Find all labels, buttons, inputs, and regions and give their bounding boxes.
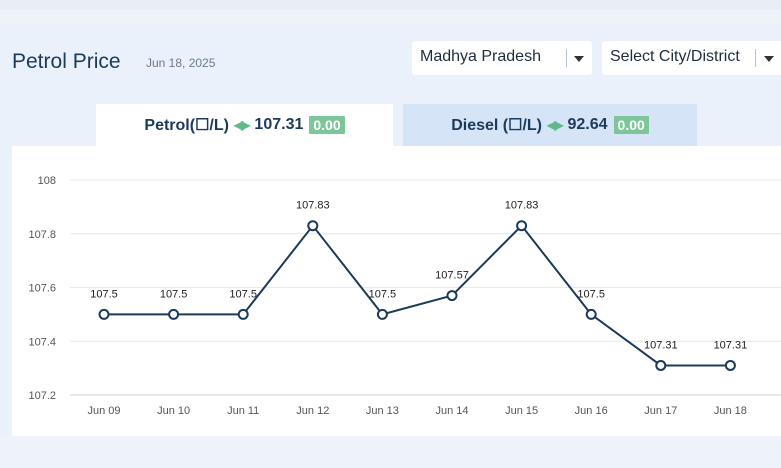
x-tick-label: Jun 15 (505, 405, 538, 417)
data-label: 107.5 (229, 288, 257, 300)
chart-data-labels: 107.5 107.5 107.5 107.83 107.5 107.57 107.83 10… (90, 200, 747, 352)
y-tick-label: 107.2 (28, 390, 56, 402)
x-tick-label: Jun 17 (644, 405, 677, 417)
state-select-value: Madhya Pradesh (420, 48, 541, 65)
chart-points (98, 220, 736, 371)
data-point[interactable] (655, 359, 667, 371)
x-tick-label: Jun 16 (575, 405, 608, 417)
city-select[interactable]: Select City/District (602, 41, 781, 75)
data-label: 107.83 (296, 200, 330, 212)
data-label: 107.5 (577, 288, 605, 300)
x-tick-label: Jun 14 (435, 405, 468, 417)
top-strip (0, 0, 781, 10)
y-tick-label: 108 (38, 175, 56, 187)
x-tick-label: Jun 11 (227, 405, 259, 417)
tab-petrol-label: Petrol(☐/L) (144, 117, 229, 134)
data-point[interactable] (585, 308, 597, 320)
data-label: 107.5 (90, 288, 118, 300)
y-tick-label: 107.6 (28, 283, 56, 295)
tab-diesel[interactable]: Diesel (☐/L) ◀▶ 92.64 0.00 (403, 104, 697, 146)
data-point[interactable] (376, 308, 388, 320)
data-label: 107.57 (435, 270, 469, 282)
tab-diesel-price: 92.64 (567, 116, 608, 133)
price-chart: 107.2 107.4 107.6 107.8 108 Jun 09 Jun 10 Jun … (12, 146, 781, 436)
tab-diesel-label: Diesel (☐/L) (451, 117, 543, 134)
data-label: 107.31 (714, 339, 748, 351)
city-select-value: Select City/District (610, 48, 740, 65)
y-tick-label: 107.4 (28, 336, 56, 348)
data-point[interactable] (307, 220, 319, 232)
data-point[interactable] (724, 359, 736, 371)
chevron-down-icon (574, 56, 584, 62)
chart-x-axis: Jun 09 Jun 10 Jun 11 Jun 12 Jun 13 Jun 14 Jun … (87, 405, 746, 417)
data-label: 107.83 (505, 200, 539, 212)
x-tick-label: Jun 10 (157, 405, 190, 417)
chart-grid (70, 179, 781, 396)
tab-petrol-change-badge: 0.00 (309, 116, 345, 134)
data-point[interactable] (237, 308, 249, 320)
state-select[interactable]: Madhya Pradesh (412, 41, 592, 75)
y-tick-label: 107.8 (28, 229, 56, 241)
data-label: 107.31 (644, 339, 678, 351)
x-tick-label: Jun 09 (87, 405, 120, 417)
tab-petrol-price: 107.31 (254, 116, 304, 133)
x-tick-label: Jun 12 (296, 405, 329, 417)
data-point[interactable] (98, 308, 110, 320)
page-title: Petrol Price (12, 50, 121, 73)
chart-y-axis: 107.2 107.4 107.6 107.8 108 (28, 175, 56, 402)
tab-petrol[interactable]: Petrol(☐/L) ◀▶ 107.31 0.00 (96, 104, 393, 146)
data-label: 107.5 (160, 288, 188, 300)
data-point[interactable] (446, 290, 458, 302)
price-date: Jun 18, 2025 (146, 56, 216, 70)
city-select-separator (755, 49, 756, 67)
data-point[interactable] (516, 220, 528, 232)
data-label: 107.5 (369, 288, 397, 300)
left-right-arrows-icon: ◀▶ (233, 118, 251, 132)
tab-diesel-change-badge: 0.00 (613, 116, 649, 134)
left-right-arrows-icon: ◀▶ (547, 118, 564, 132)
x-tick-label: Jun 18 (714, 405, 747, 417)
chevron-down-icon (764, 56, 774, 62)
x-tick-label: Jun 13 (366, 405, 399, 417)
series-line (104, 224, 731, 367)
state-select-separator (566, 49, 567, 67)
data-point[interactable] (168, 308, 180, 320)
